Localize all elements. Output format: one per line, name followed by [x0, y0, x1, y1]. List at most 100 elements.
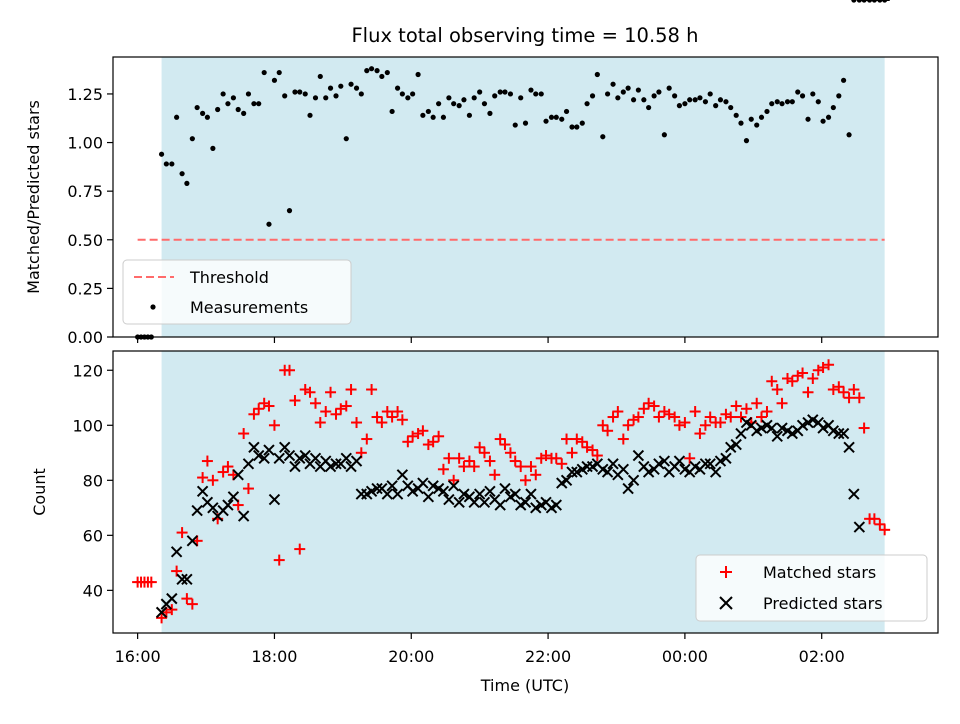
- predicted-star-point: [253, 449, 265, 462]
- matched-star-point: [201, 455, 213, 467]
- predicted-star-point: [607, 458, 619, 470]
- measurement-point: [415, 71, 421, 78]
- measurements-points: [135, 0, 888, 340]
- bottom-y-tick-label: 80: [83, 471, 103, 490]
- matched-star-point: [494, 433, 506, 445]
- measurement-point: [830, 104, 836, 111]
- matched-star-point: [684, 452, 696, 464]
- measurement-point: [266, 221, 272, 227]
- matched-star-point: [786, 375, 798, 387]
- predicted-star-point: [550, 499, 562, 511]
- measurement-point: [815, 99, 821, 105]
- measurement-point: [327, 85, 334, 91]
- top-x-ticks: [137, 337, 823, 343]
- measurement-point: [487, 110, 493, 116]
- measurement-point: [743, 138, 750, 144]
- matched-star-point: [484, 455, 496, 467]
- measurement-point: [836, 93, 842, 99]
- predicted-star-point: [350, 455, 363, 467]
- predicted-star-point: [673, 455, 686, 467]
- matched-legend-swatch: [720, 566, 732, 578]
- measurement-point: [169, 161, 175, 167]
- predicted-star-point: [283, 449, 296, 462]
- matched-star-point: [474, 441, 486, 453]
- matched-star-point: [448, 474, 460, 486]
- predicted-star-point: [371, 482, 383, 495]
- predicted-star-point: [494, 499, 506, 511]
- matched-star-point: [325, 386, 337, 398]
- predicted-star-point: [478, 496, 491, 509]
- matched-star-point: [843, 392, 855, 404]
- measurement-point: [466, 112, 473, 118]
- matched-star-point: [345, 384, 357, 396]
- matched-star-point: [381, 406, 393, 418]
- predicted-star-point: [170, 546, 183, 558]
- measurement-point: [610, 81, 616, 87]
- measurement-point: [323, 95, 329, 101]
- measurement-point: [723, 99, 729, 105]
- measurement-point: [758, 114, 765, 120]
- measurement-point: [676, 103, 683, 109]
- matched-star-point: [525, 461, 537, 473]
- measurement-point: [563, 108, 570, 115]
- matched-star-point: [181, 593, 193, 605]
- bottom-panel: 40 60 80 100 120 16:00 18:00 20:00 22:00 00:00 02…: [30, 0, 939, 695]
- matched-star-point: [238, 428, 250, 440]
- top-y-tick-label: 0.75: [67, 182, 103, 201]
- measurement-point: [245, 91, 252, 97]
- matched-star-point: [309, 397, 321, 409]
- measurement-point: [594, 71, 600, 78]
- measurement-point: [713, 103, 719, 109]
- matched-star-point: [417, 425, 429, 437]
- predicted-star-point: [843, 441, 855, 453]
- predicted-star-point: [627, 474, 640, 487]
- measurement-point: [353, 85, 360, 91]
- measurement-point: [779, 101, 785, 107]
- measurement-point: [559, 116, 565, 122]
- measurement-point: [184, 180, 190, 186]
- matched-star-point: [714, 417, 726, 429]
- measurement-point: [220, 91, 226, 97]
- matched-stars-points: [132, 359, 891, 624]
- predicted-star-point: [653, 458, 665, 470]
- predicted-star-point: [391, 488, 404, 500]
- predicted-star-point: [807, 414, 819, 426]
- measurement-point: [579, 120, 585, 126]
- matched-star-point: [396, 414, 408, 426]
- predicted-star-point: [853, 521, 866, 533]
- measurement-point: [368, 66, 375, 72]
- matched-star-point: [283, 364, 295, 376]
- predicted-star-point: [837, 427, 850, 440]
- measurement-point: [528, 87, 534, 93]
- measurement-point: [333, 93, 339, 99]
- matched-star-point: [874, 518, 886, 530]
- measurement-point: [651, 93, 657, 99]
- matched-star-point: [222, 461, 234, 473]
- predicted-star-point: [268, 493, 281, 506]
- top-legend: Threshold Measurements: [122, 259, 352, 325]
- predicted-star-point: [237, 510, 250, 522]
- predicted-star-point: [289, 460, 301, 473]
- measurement-point: [799, 93, 806, 99]
- measurement-point: [348, 81, 354, 87]
- measurement-point: [840, 77, 847, 83]
- measurement-point: [338, 83, 344, 89]
- predicted-star-point: [340, 452, 352, 465]
- matched-star-point: [556, 458, 568, 470]
- matched-star-point: [868, 513, 880, 525]
- matched-star-point: [197, 472, 209, 484]
- bottom-y-tick-label: 60: [83, 526, 103, 545]
- measurement-point: [241, 110, 247, 116]
- matched-star-point: [499, 439, 511, 451]
- predicted-star-point: [386, 480, 398, 492]
- measurement-point: [553, 114, 559, 120]
- top-y-ticks: 0.00 0.25 0.50 0.75 1.00 1.25: [67, 85, 113, 347]
- threshold-legend-label: Threshold: [189, 268, 269, 287]
- predicted-star-point: [309, 452, 322, 465]
- measurement-point: [820, 118, 826, 124]
- top-y-tick-label: 1.25: [67, 85, 103, 104]
- matched-star-point: [268, 419, 280, 431]
- matched-star-point: [520, 474, 531, 486]
- measurement-point: [471, 95, 477, 101]
- matched-star-point: [509, 455, 521, 467]
